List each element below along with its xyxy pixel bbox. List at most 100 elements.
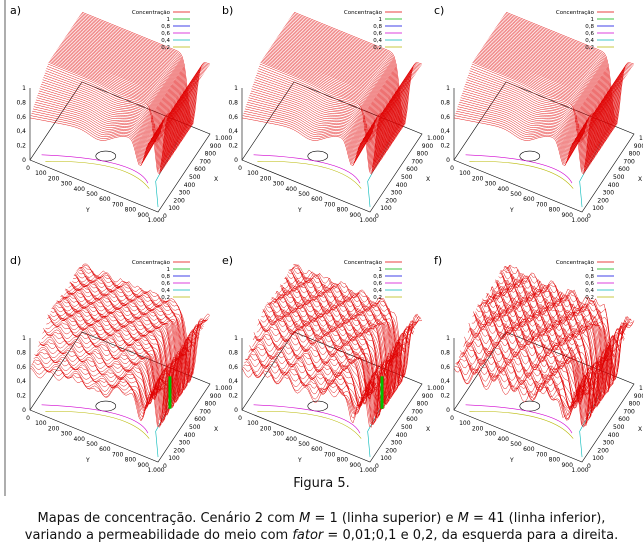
- x-tick-label: 700: [199, 158, 211, 165]
- z-tick-label: 0,2: [440, 393, 450, 400]
- x-tick-label: 600: [406, 166, 418, 173]
- legend-label: 0,6: [585, 31, 594, 37]
- x-tick-label: 800: [629, 151, 641, 158]
- z-tick-label: 0,8: [440, 99, 450, 106]
- x-tick-label: 200: [385, 447, 397, 454]
- y-tick-label: 200: [48, 425, 60, 432]
- x-axis-label: X: [426, 426, 430, 433]
- legend-label: 0,4: [373, 38, 382, 44]
- x-tick-label: 400: [184, 432, 196, 439]
- y-tick-label: 100: [247, 420, 259, 427]
- y-tick-label: 0: [26, 165, 30, 172]
- x-tick-label: 900: [634, 393, 643, 400]
- y-tick-label: 400: [73, 436, 85, 443]
- y-tick-label: 300: [61, 431, 73, 438]
- y-tick-label: 600: [99, 196, 111, 203]
- y-tick-label: 700: [324, 451, 336, 458]
- y-tick-label: 600: [311, 196, 323, 203]
- y-tick-label: 700: [536, 201, 548, 208]
- x-axis-label: X: [214, 426, 218, 433]
- y-tick-label: 600: [523, 196, 535, 203]
- panel: f)00,20,40,60,81010020030040050060070080…: [434, 254, 643, 474]
- x-tick-label: 500: [401, 424, 413, 431]
- contour: [520, 401, 540, 411]
- panel: e)00,20,40,60,81010020030040050060070080…: [222, 254, 444, 474]
- z-tick-label: 0,2: [16, 143, 26, 150]
- x-tick-label: 300: [391, 440, 403, 447]
- z-tick-label: 0: [446, 157, 450, 164]
- y-tick-label: 400: [285, 186, 297, 193]
- x-tick-label: 700: [411, 408, 423, 415]
- legend-label: 0,8: [585, 274, 594, 280]
- x-tick-label: 800: [629, 401, 641, 408]
- y-axis-label: Y: [85, 457, 90, 464]
- x-tick-label: 500: [401, 174, 413, 181]
- x-tick-label: 100: [380, 205, 392, 212]
- y-tick-label: 0: [450, 415, 454, 422]
- y-tick-label: 400: [497, 186, 509, 193]
- y-tick-label: 700: [324, 201, 336, 208]
- x-tick-label: 300: [179, 190, 191, 197]
- x-tick-label: 1.000: [427, 385, 444, 392]
- z-tick-label: 1: [446, 335, 450, 342]
- surface-line: [454, 368, 582, 418]
- x-tick-label: 900: [210, 143, 222, 150]
- x-tick-label: 800: [205, 401, 217, 408]
- x-axis-label: X: [638, 176, 642, 183]
- z-tick-label: 0,4: [16, 378, 26, 385]
- y-tick-label: 800: [125, 207, 137, 214]
- x-tick-label: 400: [608, 432, 620, 439]
- figure-title: Figura 5.: [0, 476, 643, 491]
- legend-label: 1: [379, 17, 383, 23]
- contour: [96, 151, 116, 161]
- caption-line: variando a permeabilidade do meio com fa…: [0, 528, 643, 543]
- legend-label: 0,4: [585, 38, 594, 44]
- legend-label: 0,2: [585, 45, 594, 51]
- z-tick-label: 0,6: [440, 364, 450, 371]
- z-tick-label: 0,6: [440, 114, 450, 121]
- y-tick-label: 800: [337, 207, 349, 214]
- x-tick-label: 100: [168, 455, 180, 462]
- y-tick-label: 500: [510, 191, 522, 198]
- z-tick-label: 0: [22, 407, 26, 414]
- panel: d)00,20,40,60,81010020030040050060070080…: [10, 254, 232, 474]
- surface-line: [242, 118, 370, 166]
- caption-text: M: [458, 511, 469, 526]
- surface-line: [243, 365, 371, 413]
- legend-title: Concentração: [132, 260, 171, 266]
- z-tick-label: 0,8: [440, 349, 450, 356]
- x-tick-label: 1.000: [639, 385, 643, 392]
- y-tick-label: 300: [61, 181, 73, 188]
- figure: a)00,20,40,60,81010020030040050060070080…: [0, 0, 643, 500]
- z-tick-label: 0,4: [16, 128, 26, 135]
- z-tick-label: 0,4: [228, 378, 238, 385]
- z-tick-label: 0,6: [16, 364, 26, 371]
- panel-label: a): [10, 4, 21, 17]
- legend-label: 0,8: [161, 274, 170, 280]
- x-tick-label: 900: [422, 393, 434, 400]
- x-tick-label: 600: [618, 166, 630, 173]
- x-tick-label: 400: [396, 182, 408, 189]
- y-tick-label: 600: [99, 446, 111, 453]
- caption-text: Mapas de concentração. Cenário 2 com: [38, 511, 300, 526]
- x-axis-label: X: [638, 426, 642, 433]
- z-tick-label: 0,4: [228, 128, 238, 135]
- panel: b)00,20,40,60,81010020030040050060070080…: [222, 4, 444, 224]
- y-tick-label: 700: [536, 451, 548, 458]
- x-tick-label: 0: [587, 213, 591, 220]
- legend-title: Concentração: [556, 10, 595, 16]
- x-tick-label: 400: [608, 182, 620, 189]
- surface-line: [246, 104, 374, 158]
- z-tick-label: 0: [22, 157, 26, 164]
- z-tick-label: 0,8: [228, 99, 238, 106]
- surface-line: [458, 104, 586, 158]
- y-tick-label: 500: [298, 441, 310, 448]
- x-tick-label: 900: [422, 143, 434, 150]
- x-tick-label: 1.000: [215, 135, 232, 142]
- y-tick-label: 300: [273, 431, 285, 438]
- contour: [308, 401, 328, 411]
- y-axis-label: Y: [509, 207, 514, 214]
- x-tick-label: 100: [592, 205, 604, 212]
- y-tick-label: 700: [112, 451, 124, 458]
- panel-label: d): [10, 254, 21, 267]
